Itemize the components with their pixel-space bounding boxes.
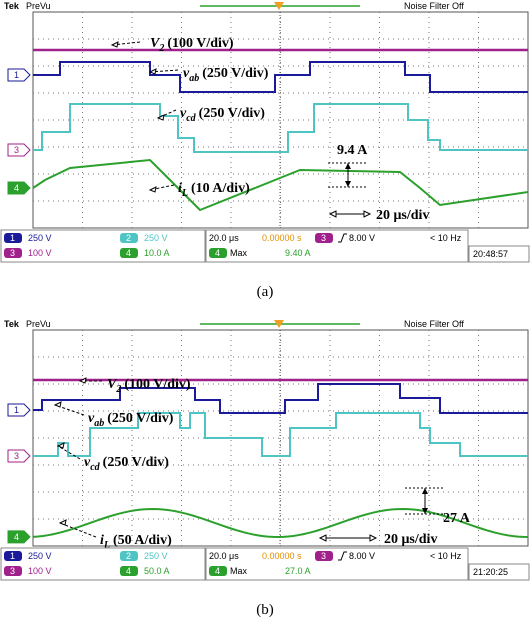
timebase: 20.0 μs [209,551,239,561]
screen [0,0,531,265]
annotation-subscript: cd [90,462,100,473]
channel-badge-num: 2 [126,551,131,561]
measure-name: Max [230,566,248,576]
annotation-scale: (50 A/div) [113,533,172,548]
annotation-subscript: L [181,188,188,199]
trigger-channel: 3 [321,551,326,561]
annotation-subscript: ab [189,73,199,84]
annotation-subscript: cd [186,113,196,124]
annotation-scale: (10 A/div) [191,181,250,196]
annotation-subscript: 2 [158,43,164,54]
position: 0.00000 s [262,233,302,243]
position: 0.00000 s [262,551,302,561]
annotation-subscript: ab [94,418,104,429]
channel-scale: 250 V [28,233,52,243]
annotation-scale: (250 V/div) [199,106,266,121]
channel-marker-label: 4 [14,532,19,542]
channel-marker-label: 4 [14,183,19,193]
channel-marker-label: 3 [14,145,19,155]
clock: 21:20:25 [473,567,508,577]
channel-marker-label: 1 [14,405,19,415]
trigger-level: 8.00 V [349,551,375,561]
channel-scale: 100 V [28,566,52,576]
scope-panel: TekPreVuNoise Filter Off134V2(100 V/div)… [0,0,531,300]
clock: 20:48:57 [473,249,508,259]
annotation-scale: (250 V/div) [202,66,269,81]
caption: (b) [256,602,274,618]
channel-badge-num: 2 [126,233,131,243]
measure-name: Max [230,248,248,258]
channel-badge-num: 4 [126,566,131,576]
trigger-channel: 3 [321,233,326,243]
annotation-scale: (100 V/div) [124,377,191,392]
filter: Noise Filter Off [404,1,464,11]
brand: Tek [4,1,20,11]
channel-badge-num: 4 [126,248,131,258]
channel-scale: 250 V [144,551,168,561]
mode: PreVu [26,319,51,329]
channel-scale: 250 V [144,233,168,243]
channel-badge-num: 1 [10,233,15,243]
channel-scale: 50.0 A [144,566,170,576]
filter: Noise Filter Off [404,319,464,329]
measure-value: 9.40 A [285,248,311,258]
caption: (a) [257,284,274,300]
annotation-subscript: 2 [115,384,121,395]
channel-scale: 250 V [28,551,52,561]
brand: Tek [4,319,20,329]
annotation-scale: (100 V/div) [167,36,234,51]
time-label: 20 μs/div [384,532,437,547]
time-label: 20 μs/div [376,208,429,223]
channel-scale: 100 V [28,248,52,258]
trigger-freq: < 10 Hz [430,551,462,561]
measure-value: 27.0 A [285,566,311,576]
annotation-scale: (250 V/div) [107,411,174,426]
channel-badge-num: 3 [10,566,15,576]
annotation-scale: (250 V/div) [103,455,170,470]
figure: TekPreVuNoise Filter Off134V2(100 V/div)… [0,0,531,627]
channel-marker-label: 1 [14,70,19,80]
measure-label: 27 A [443,511,471,526]
trigger-freq: < 10 Hz [430,233,462,243]
measure-channel: 4 [215,248,220,258]
screen [0,318,531,583]
measure-channel: 4 [215,566,220,576]
mode: PreVu [26,1,51,11]
channel-marker-label: 3 [14,451,19,461]
timebase: 20.0 μs [209,233,239,243]
measure-label: 9.4 A [337,143,368,158]
channel-badge-num: 3 [10,248,15,258]
channel-scale: 10.0 A [144,248,170,258]
trigger-level: 8.00 V [349,233,375,243]
channel-badge-num: 1 [10,551,15,561]
